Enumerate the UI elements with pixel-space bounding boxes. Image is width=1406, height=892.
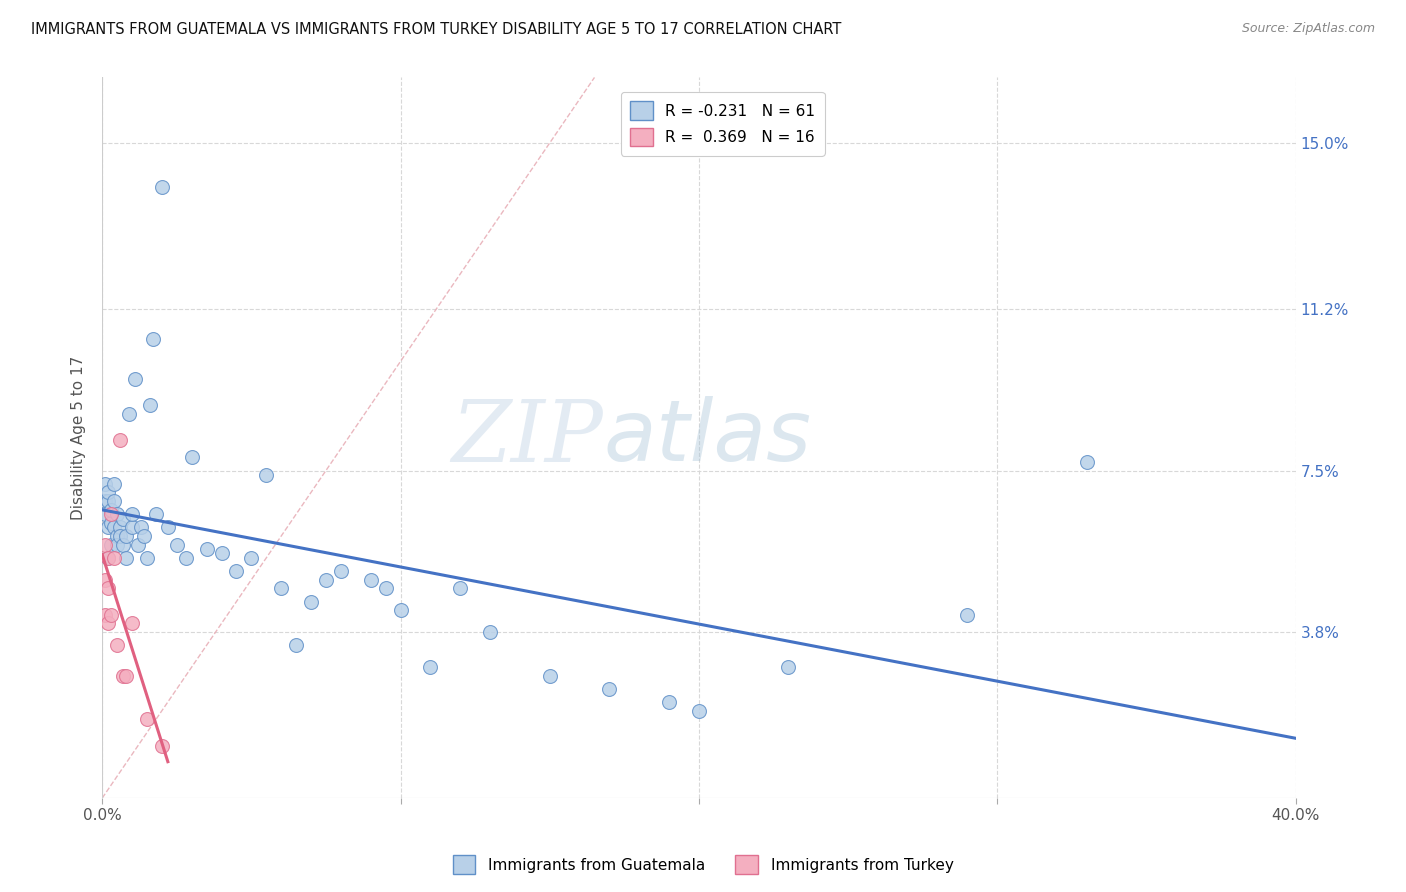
Point xyxy=(105,538,128,552)
Point xyxy=(103,476,125,491)
Legend: Immigrants from Guatemala, Immigrants from Turkey: Immigrants from Guatemala, Immigrants fr… xyxy=(447,849,959,880)
Point xyxy=(145,507,167,521)
Point xyxy=(688,704,710,718)
Point xyxy=(598,681,620,696)
Text: ZIP: ZIP xyxy=(451,396,603,479)
Text: IMMIGRANTS FROM GUATEMALA VS IMMIGRANTS FROM TURKEY DISABILITY AGE 5 TO 17 CORRE: IMMIGRANTS FROM GUATEMALA VS IMMIGRANTS … xyxy=(31,22,841,37)
Point xyxy=(97,494,120,508)
Point xyxy=(124,372,146,386)
Point xyxy=(118,407,141,421)
Point xyxy=(103,494,125,508)
Point xyxy=(100,503,122,517)
Point xyxy=(1076,455,1098,469)
Point xyxy=(97,520,120,534)
Point xyxy=(156,520,179,534)
Point xyxy=(121,616,143,631)
Point xyxy=(254,467,277,482)
Point xyxy=(479,625,502,640)
Point xyxy=(115,669,138,683)
Point xyxy=(136,713,159,727)
Point xyxy=(449,582,471,596)
Point xyxy=(195,542,218,557)
Point xyxy=(108,433,131,447)
Point xyxy=(121,507,143,521)
Point xyxy=(329,564,352,578)
Text: atlas: atlas xyxy=(603,396,811,479)
Point xyxy=(658,695,681,709)
Point xyxy=(100,516,122,530)
Point xyxy=(778,660,800,674)
Point xyxy=(166,538,188,552)
Point xyxy=(97,616,120,631)
Point xyxy=(136,550,159,565)
Point xyxy=(105,529,128,543)
Point xyxy=(389,603,412,617)
Point xyxy=(285,638,308,652)
Point xyxy=(100,538,122,552)
Y-axis label: Disability Age 5 to 17: Disability Age 5 to 17 xyxy=(72,356,86,520)
Point xyxy=(142,333,165,347)
Point xyxy=(97,582,120,596)
Point xyxy=(374,582,396,596)
Point xyxy=(270,582,292,596)
Point xyxy=(112,538,135,552)
Point xyxy=(112,669,135,683)
Point xyxy=(103,520,125,534)
Text: Source: ZipAtlas.com: Source: ZipAtlas.com xyxy=(1241,22,1375,36)
Point xyxy=(174,550,197,565)
Point xyxy=(97,485,120,500)
Point xyxy=(180,450,202,465)
Point xyxy=(97,550,120,565)
Point xyxy=(150,739,173,753)
Point xyxy=(108,529,131,543)
Point xyxy=(105,507,128,521)
Point xyxy=(211,547,233,561)
Point xyxy=(94,476,117,491)
Point xyxy=(100,607,122,622)
Point xyxy=(139,398,162,412)
Point xyxy=(94,607,117,622)
Point xyxy=(127,538,149,552)
Point xyxy=(150,179,173,194)
Point xyxy=(240,550,263,565)
Point xyxy=(94,538,117,552)
Point xyxy=(115,529,138,543)
Point xyxy=(94,507,117,521)
Point xyxy=(115,550,138,565)
Legend: R = -0.231   N = 61, R =  0.369   N = 16: R = -0.231 N = 61, R = 0.369 N = 16 xyxy=(621,92,824,155)
Point xyxy=(129,520,152,534)
Point xyxy=(419,660,441,674)
Point xyxy=(299,594,322,608)
Point xyxy=(94,494,117,508)
Point xyxy=(94,573,117,587)
Point xyxy=(132,529,155,543)
Point xyxy=(108,520,131,534)
Point xyxy=(105,638,128,652)
Point xyxy=(121,520,143,534)
Point xyxy=(112,511,135,525)
Point xyxy=(97,550,120,565)
Point xyxy=(360,573,382,587)
Point xyxy=(315,573,337,587)
Point xyxy=(956,607,979,622)
Point xyxy=(538,669,561,683)
Point xyxy=(225,564,247,578)
Point xyxy=(103,550,125,565)
Point xyxy=(100,507,122,521)
